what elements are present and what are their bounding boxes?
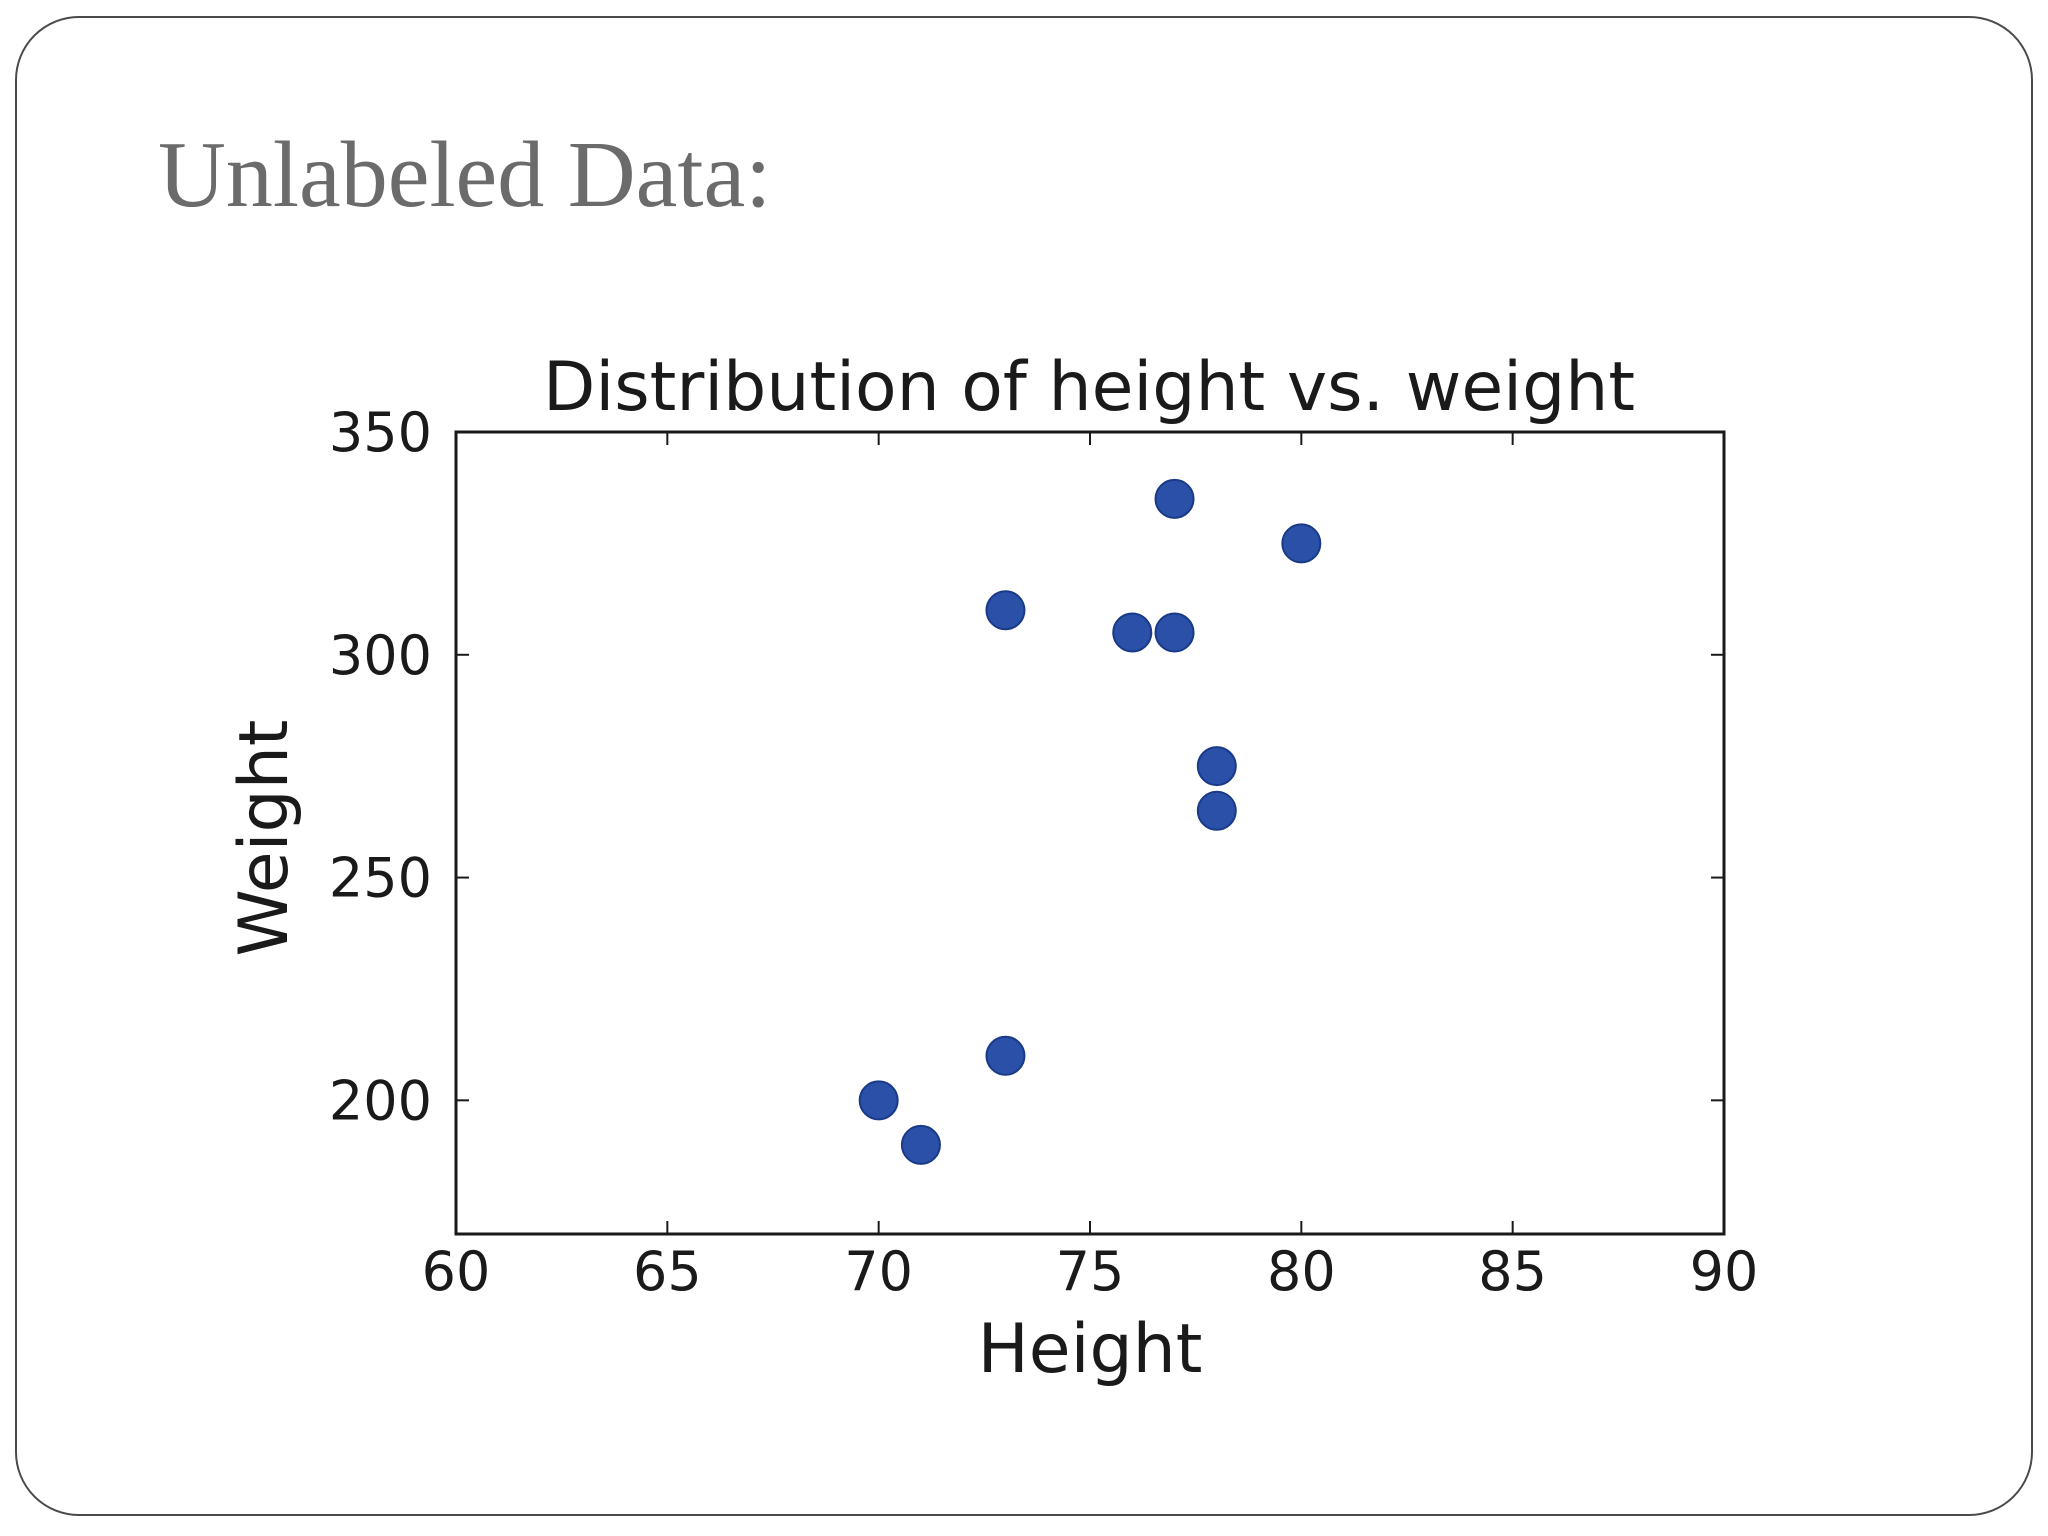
data-point-1 <box>858 1080 899 1121</box>
axis-ticks <box>455 431 1725 1234</box>
x-axis-label: Height <box>978 1310 1203 1389</box>
y-tick-label-300: 300 <box>329 624 432 687</box>
plot-frame <box>454 430 1726 1236</box>
data-point-4 <box>985 590 1026 631</box>
x-tick-label-70: 70 <box>844 1240 913 1303</box>
data-point-6 <box>1154 612 1195 653</box>
x-tick-label-75: 75 <box>1056 1240 1125 1303</box>
y-tick-label-200: 200 <box>329 1069 432 1132</box>
data-points <box>858 478 1322 1165</box>
y-tick-labels: 200 250 300 350 <box>329 401 432 1132</box>
data-point-5 <box>1112 612 1153 653</box>
data-point-8 <box>1196 746 1237 787</box>
x-tick-label-80: 80 <box>1267 1240 1336 1303</box>
data-point-7 <box>1154 478 1195 519</box>
chart-title: Distribution of height vs. weight <box>543 348 1635 427</box>
y-tick-label-350: 350 <box>329 401 432 464</box>
slide-title: Unlabeled Data: <box>158 123 772 227</box>
data-point-3 <box>985 1035 1026 1076</box>
data-point-2 <box>900 1124 941 1165</box>
x-tick-label-65: 65 <box>633 1240 702 1303</box>
data-point-10 <box>1281 523 1322 564</box>
x-tick-label-60: 60 <box>422 1240 491 1303</box>
x-tick-label-85: 85 <box>1478 1240 1547 1303</box>
y-axis-label: Weight <box>225 720 304 957</box>
x-tick-labels: 60 65 70 75 80 85 90 <box>422 1240 1759 1303</box>
x-tick-label-90: 90 <box>1690 1240 1759 1303</box>
y-tick-label-250: 250 <box>329 847 432 910</box>
data-point-9 <box>1196 790 1237 831</box>
